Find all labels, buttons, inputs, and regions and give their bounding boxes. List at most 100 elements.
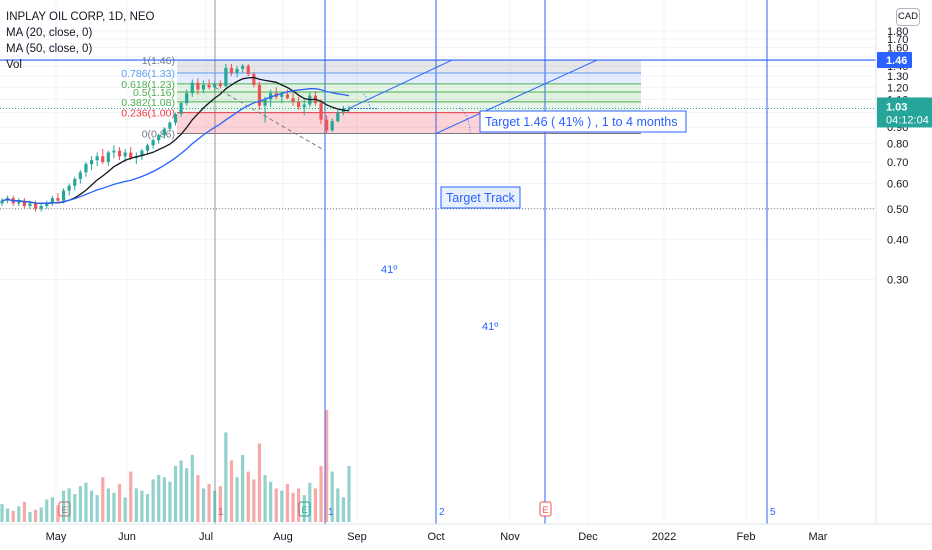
volume-bar: [168, 481, 172, 522]
candle-body: [151, 140, 155, 146]
volume-bar: [129, 471, 133, 522]
trend-line-track: [435, 59, 598, 134]
volume-bar: [218, 486, 222, 522]
candle-body: [179, 103, 183, 114]
volume-bar: [274, 488, 278, 522]
candle-body: [0, 200, 4, 204]
volume-bar: [45, 499, 49, 522]
volume-bar: [246, 471, 250, 522]
candle-body: [336, 112, 340, 122]
candle-body: [218, 83, 222, 87]
fib-zone: [177, 83, 641, 92]
price-axis[interactable]: 1.801.701.601.501.401.301.201.101.000.90…: [875, 0, 932, 524]
candle-body: [263, 99, 267, 106]
candle-body: [89, 160, 94, 165]
horizontal-lines: [0, 59, 876, 210]
candle-body: [185, 93, 189, 104]
candle-body: [123, 152, 127, 157]
volume-bar: [67, 488, 71, 522]
volume-bar: [341, 497, 346, 522]
volume-bar: [235, 477, 239, 522]
candle-body: [112, 150, 116, 153]
candle-body: [241, 65, 245, 69]
trend-drawings[interactable]: [214, 59, 598, 152]
price-tick-label: 0.50: [887, 204, 908, 216]
candle-body: [269, 93, 273, 100]
candle-body: [78, 172, 82, 179]
price-tick-label: 0.40: [887, 235, 908, 247]
candle-body: [67, 185, 71, 191]
fib-level-label: 0.618(1.23): [121, 79, 175, 91]
candle-body: [319, 103, 323, 120]
target-callout[interactable]: Target 1.46 ( 41% ) , 1 to 4 months: [479, 110, 687, 133]
volume-bar: [0, 504, 4, 522]
volume-bar: [134, 488, 138, 522]
volume-bar: [89, 490, 94, 522]
candle-body: [207, 84, 211, 88]
candle-body: [285, 94, 290, 99]
volume-bar: [336, 488, 340, 522]
candle-body: [168, 122, 172, 129]
candle-body: [17, 200, 21, 204]
angle-arc: [361, 92, 371, 109]
volume-bar: [145, 494, 150, 522]
volume-bar: [151, 479, 155, 522]
volume-bar: [319, 466, 323, 522]
volume-bar: [11, 510, 15, 522]
volume-bar: [123, 497, 127, 522]
volume-bar: [280, 490, 284, 522]
volume-bar: [229, 460, 234, 522]
fib-zone: [177, 101, 641, 113]
price-tick-label: 0.30: [887, 275, 908, 287]
time-tick-label: Jun: [118, 531, 136, 543]
volume-bar: [50, 497, 54, 522]
price-tick-label: 0.60: [887, 178, 908, 190]
indicator-volume[interactable]: Vol: [6, 59, 22, 71]
candle-body: [325, 119, 329, 131]
fib-level-label: 1(1.46): [142, 55, 175, 67]
time-tick-label: May: [46, 531, 67, 543]
target-callout-box: [479, 110, 687, 133]
fib-zone: [177, 91, 641, 102]
candle-body: [84, 164, 88, 173]
volume-bar: [252, 479, 256, 522]
volume-bar: [112, 492, 116, 522]
last-price-value: 1.03: [886, 101, 907, 113]
vline-label: 2: [439, 507, 445, 518]
volume-bar: [347, 466, 351, 522]
volume-bar: [162, 477, 166, 522]
volume-bar: [84, 482, 88, 522]
candle-body: [291, 98, 295, 102]
indicator-ma50[interactable]: MA (50, close, 0): [6, 43, 93, 55]
currency-button[interactable]: CAD: [896, 8, 920, 26]
volume-bar: [28, 511, 32, 522]
time-axis[interactable]: May Jun Jul Aug Sep Oct Nov Dec 2022 Feb Mar: [0, 523, 932, 550]
volume-bar: [308, 482, 312, 522]
candle-body: [297, 101, 301, 108]
symbol-title[interactable]: INPLAY OIL CORP, 1D, NEO: [6, 11, 155, 23]
time-axis-background: [0, 524, 932, 550]
volume-bar: [302, 495, 306, 522]
candle-body: [33, 203, 38, 209]
volume-bar: [257, 443, 262, 522]
candle-body: [28, 203, 32, 207]
volume-bar: [101, 477, 105, 522]
track-callout-box: [440, 186, 521, 209]
angle-arc: [459, 107, 471, 134]
indicator-ma20[interactable]: MA (20, close, 0): [6, 27, 93, 39]
ma50-line: [1, 88, 350, 204]
volume-bar: [190, 454, 194, 522]
dashed-trend-line: [214, 86, 326, 152]
candle-body: [201, 84, 206, 90]
time-tick-label: Mar: [809, 531, 828, 543]
fib-level-label: 0.5(1.16): [133, 87, 175, 99]
candle-body: [95, 156, 99, 161]
volume-bar: [117, 483, 122, 522]
vline-label: 5: [770, 507, 776, 518]
candle-body: [229, 67, 234, 73]
candle-body: [330, 121, 334, 131]
volume-bar: [201, 488, 206, 522]
candle-body: [129, 152, 133, 159]
track-callout[interactable]: Target Track: [440, 186, 521, 209]
